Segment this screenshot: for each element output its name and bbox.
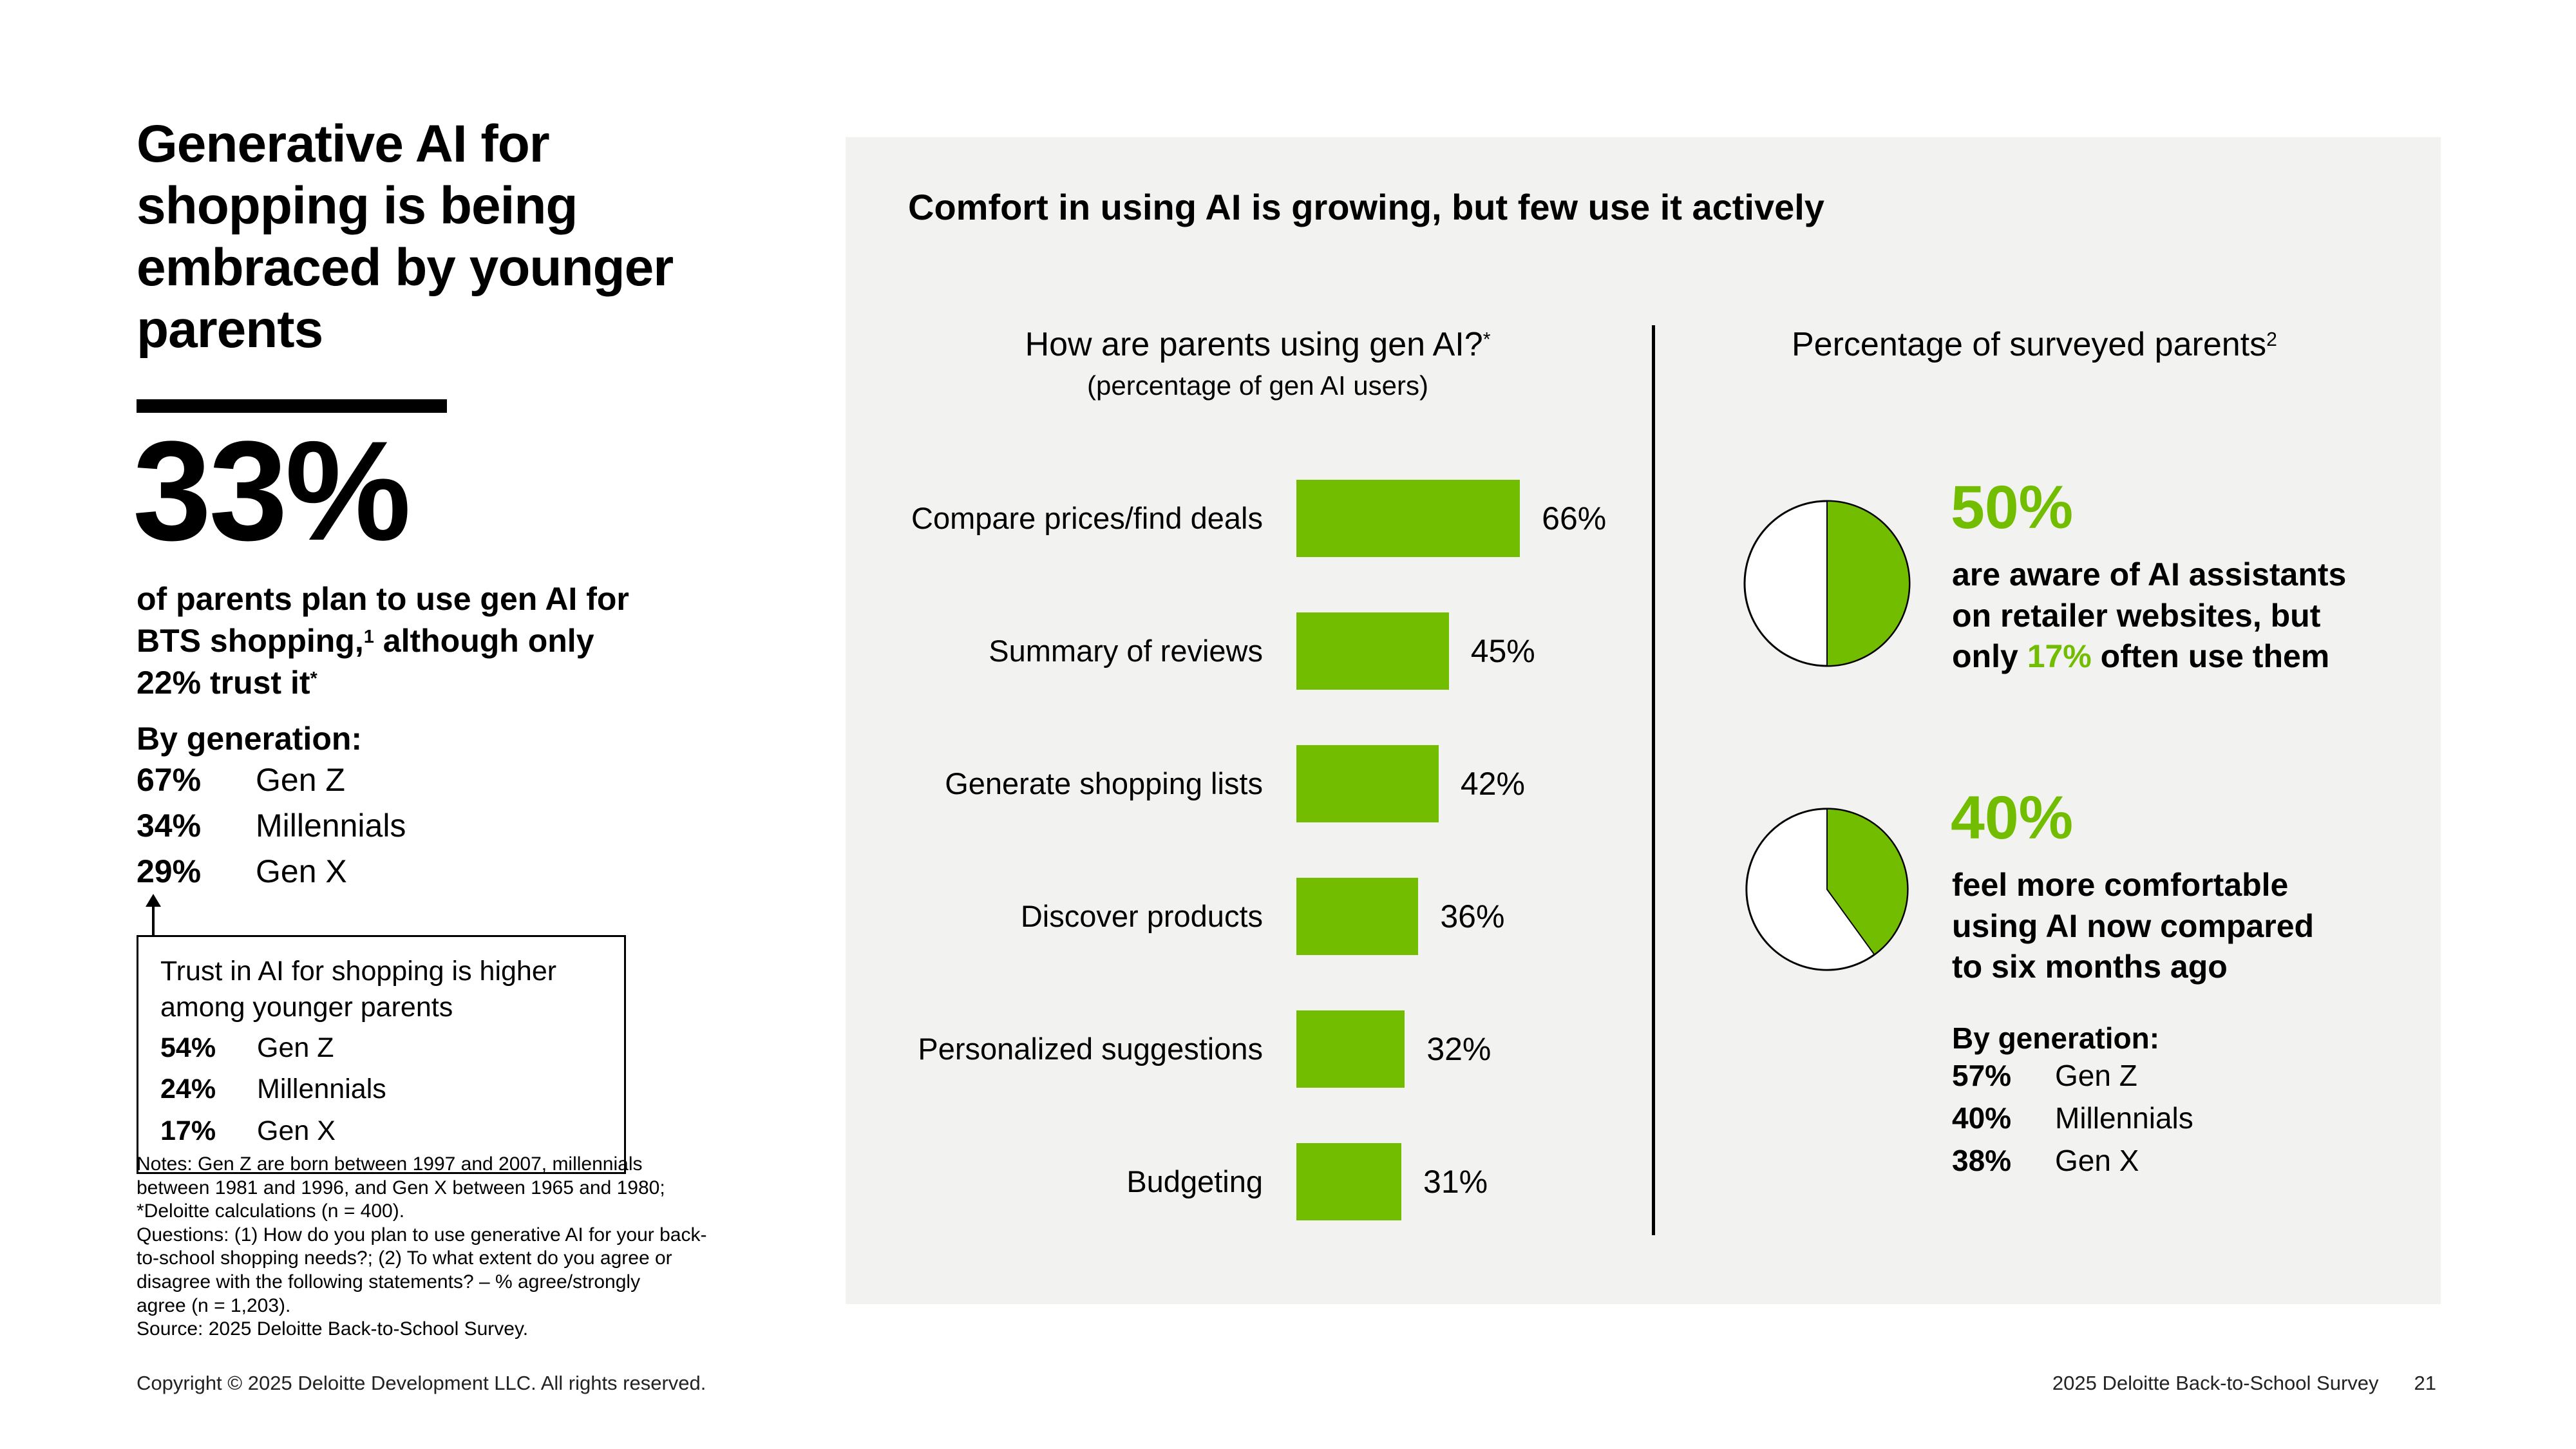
bar [1296, 745, 1439, 822]
pie-title-superscript: 2 [2266, 328, 2277, 350]
bar-chart-title: How are parents using gen AI?* [1025, 326, 1491, 363]
bar-value-label: 66% [1542, 500, 1607, 536]
bar-row: Personalized suggestions 32% [846, 1010, 1651, 1088]
bar-category-label: Budgeting [1126, 1164, 1263, 1198]
callout-text: Trust in AI for shopping is higher among… [160, 956, 557, 1023]
footnotes: Notes: Gen Z are born between 1997 and 2… [137, 1153, 838, 1341]
bar [1296, 612, 1449, 690]
bar-value-label: 32% [1426, 1031, 1492, 1067]
awareness-text: are aware of AI assistants on retailer w… [1952, 556, 2347, 674]
trust-callout-box: Trust in AI for shopping is higher among… [137, 935, 626, 1175]
pie-chart-awareness [1743, 500, 1911, 667]
callout-generation-breakdown: 54% Gen Z 24% Millennials 17% Gen X [160, 1031, 602, 1148]
bar-value-label: 45% [1470, 633, 1535, 669]
generation-row: 57% Gen Z [1952, 1059, 2137, 1092]
pie-chart-comfort [1745, 808, 1909, 971]
bar-row: Discover products 36% [846, 878, 1651, 955]
bar [1296, 878, 1419, 955]
bar-value-label: 42% [1460, 766, 1525, 802]
pie-by-generation-label: By generation: [1952, 1021, 2160, 1055]
bar-title-superscript: * [1482, 328, 1491, 350]
generation-row: 29% Gen X [137, 853, 347, 889]
bar-category-label: Personalized suggestions [918, 1032, 1263, 1066]
copyright-text: Copyright © 2025 Deloitte Development LL… [137, 1372, 706, 1394]
bar-value-label: 36% [1440, 898, 1505, 934]
note-source: Source: 2025 Deloitte Back-to-School Sur… [137, 1318, 529, 1340]
generation-breakdown: 67% Gen Z 34% Millennials 29% Gen X [137, 764, 406, 901]
big-stat-33: 33% [133, 412, 411, 570]
page-number: 21 [2414, 1372, 2436, 1394]
generation-row: 24% Millennials [160, 1074, 386, 1105]
bar-value-label: 31% [1423, 1164, 1488, 1200]
pie-generation-breakdown: 57% Gen Z 40% Millennials 38% Gen X [1952, 1061, 2193, 1188]
generation-row: 38% Gen X [1952, 1144, 2139, 1177]
bar-row: Generate shopping lists 42% [846, 745, 1651, 822]
note-questions: Questions: (1) How do you plan to use ge… [137, 1224, 707, 1316]
bar [1296, 1010, 1405, 1088]
bar [1296, 480, 1520, 557]
bar [1296, 1143, 1402, 1220]
title-divider [137, 399, 447, 413]
stat-40-percent: 40% [1951, 784, 2074, 852]
panel-header: Comfort in using AI is growing, but few … [908, 187, 1824, 227]
column-divider [1652, 325, 1655, 1235]
stat-50-percent: 50% [1951, 473, 2074, 542]
chart-panel: Comfort in using AI is growing, but few … [846, 137, 2441, 1304]
bar-chart: Compare prices/find deals 66% Summary of r… [846, 137, 2441, 1304]
pie-section-title: Percentage of surveyed parents2 [1792, 326, 2277, 363]
bar-category-label: Summary of reviews [989, 634, 1263, 668]
bar-row: Budgeting 31% [846, 1143, 1651, 1220]
comfort-text: feel more comfortable using AI now compa… [1952, 867, 2315, 985]
by-generation-label: By generation: [137, 721, 363, 757]
survey-name: 2025 Deloitte Back-to-School Survey [2052, 1372, 2379, 1394]
bar-category-label: Discover products [1020, 899, 1263, 933]
callout-arrow-icon [146, 894, 161, 907]
generation-row: 34% Millennials [137, 808, 406, 844]
bar-category-label: Compare prices/find deals [911, 501, 1263, 535]
generation-row: 54% Gen Z [160, 1032, 334, 1063]
bar-category-label: Generate shopping lists [945, 766, 1263, 800]
callout-arrow-line [152, 905, 155, 936]
bar-row: Summary of reviews 45% [846, 612, 1651, 690]
generation-row: 67% Gen Z [137, 762, 345, 798]
page-title: Generative AI for shopping is being embr… [137, 115, 674, 359]
stat-paragraph: of parents plan to use gen AI for BTS sh… [137, 581, 629, 701]
bar-chart-subtitle: (percentage of gen AI users) [1087, 370, 1428, 401]
footer-right: 2025 Deloitte Back-to-School Survey 21 [2052, 1372, 2436, 1395]
generation-row: 40% Millennials [1952, 1101, 2193, 1135]
note-notes: Notes: Gen Z are born between 1997 and 2… [137, 1153, 665, 1222]
bar-row: Compare prices/find deals 66% [846, 480, 1651, 557]
generation-row: 17% Gen X [160, 1115, 336, 1146]
